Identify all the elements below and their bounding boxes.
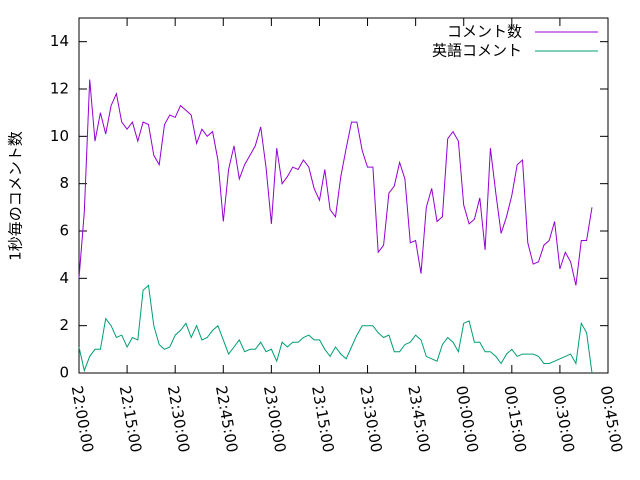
y-tick-label: 0 xyxy=(59,364,69,382)
data-line xyxy=(78,79,593,286)
data-line xyxy=(78,284,593,374)
y-tick-label: 2 xyxy=(59,316,69,334)
y-tick-label: 8 xyxy=(59,174,69,192)
y-tick-label: 6 xyxy=(59,222,69,240)
legend-label: 英語コメント xyxy=(432,42,522,60)
plot-border xyxy=(78,17,609,374)
y-tick-label: 14 xyxy=(50,32,69,50)
y-tick-label: 4 xyxy=(59,269,69,287)
y-tick-label: 10 xyxy=(50,127,69,145)
legend-label: コメント数 xyxy=(447,23,522,41)
y-tick-label: 12 xyxy=(50,80,69,98)
y-axis-label: 1秒毎のコメント数 xyxy=(7,131,25,261)
